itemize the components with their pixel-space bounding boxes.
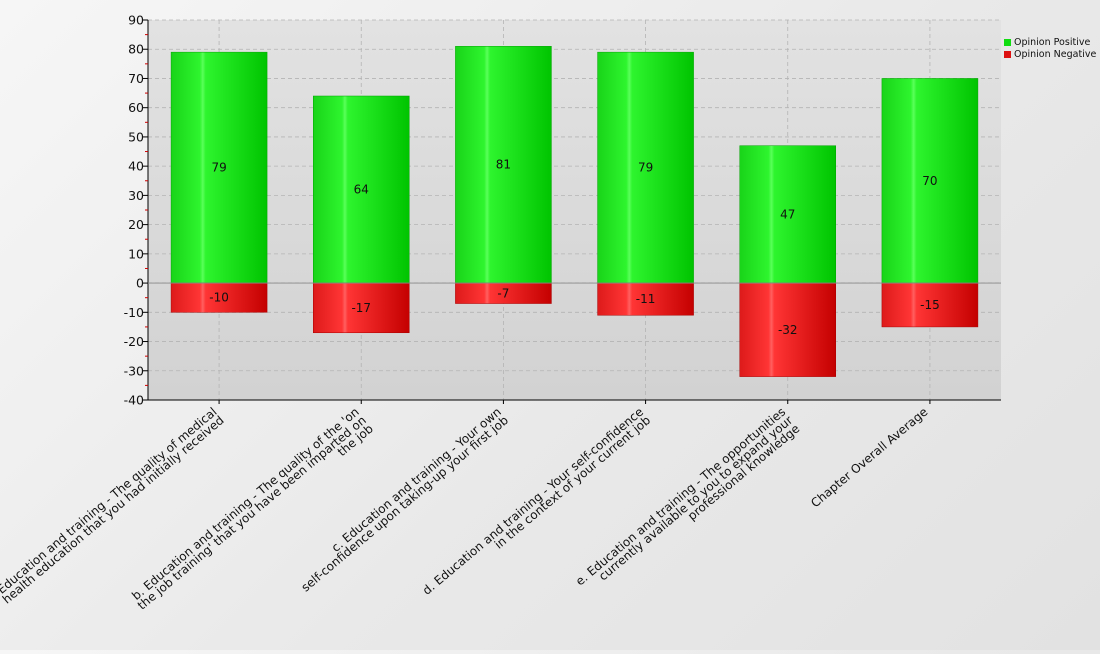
bar-positive-5	[881, 78, 979, 284]
bar-positive-2	[455, 46, 552, 284]
legend-swatch-positive	[1004, 38, 1011, 46]
data-label-negative-0: -10	[209, 291, 229, 305]
data-label-negative-4: -32	[778, 323, 798, 337]
bar-positive-1	[313, 95, 410, 284]
data-label-positive-1: 64	[354, 183, 369, 197]
data-label-positive-0: 79	[211, 161, 226, 175]
bar-negative-5	[881, 282, 979, 328]
labels: 79 -10 64 -17 81 -7 79 -11 47 -32 70 -15	[209, 158, 939, 337]
y-tick-label-1: 80	[128, 42, 144, 57]
y-tick-label-7: 20	[128, 217, 144, 232]
y-tick-label-12: -30	[124, 363, 144, 378]
bar-negative-4	[739, 282, 836, 377]
data-label-positive-5: 70	[922, 174, 937, 188]
y-tick-label-5: 40	[128, 159, 144, 174]
x-tick-label-line: Chapter Overall Average	[808, 405, 930, 511]
x-tick-label-0: a. Education and training - The quality …	[0, 405, 227, 607]
y-tick-label-8: 10	[128, 246, 144, 261]
x-tick-label-3: d. Education and training - Your self-co…	[420, 405, 653, 598]
bars	[170, 46, 979, 377]
data-label-negative-3: -11	[636, 292, 656, 306]
legend-label-negative: Opinion Negative	[1014, 48, 1097, 60]
y-tick-label-11: -20	[124, 334, 144, 349]
y-tick-label-0: 90	[128, 13, 144, 28]
bar-positive-0	[170, 51, 268, 284]
data-label-negative-1: -17	[351, 301, 371, 315]
y-tick-label-3: 60	[128, 100, 144, 115]
data-label-positive-3: 79	[638, 161, 653, 175]
data-label-positive-4: 47	[780, 207, 795, 221]
x-tick-label-1: b. Education and training - The quality …	[129, 405, 376, 613]
legend-item-positive: Opinion Positive	[1004, 36, 1096, 48]
bar-positive-3	[597, 51, 694, 284]
x-tick-label-5: Chapter Overall Average	[808, 405, 930, 511]
bar-negative-3	[597, 282, 694, 316]
plot-area	[148, 20, 1001, 400]
bar-negative-0	[170, 282, 268, 313]
y-tick-label-13: -40	[124, 393, 144, 408]
legend-swatch-negative	[1004, 50, 1011, 58]
y-tick-label-10: -10	[124, 305, 144, 320]
y-tick-label-2: 70	[128, 71, 144, 86]
data-label-negative-5: -15	[920, 298, 940, 312]
bar-positive-4	[739, 145, 836, 284]
data-label-positive-2: 81	[496, 158, 511, 172]
data-label-negative-2: -7	[497, 286, 509, 300]
legend-item-negative: Opinion Negative	[1004, 48, 1096, 60]
legend-label-positive: Opinion Positive	[1014, 36, 1091, 48]
y-tick-label-9: 0	[136, 276, 144, 291]
bar-negative-1	[313, 282, 410, 334]
x-tick-label-line: health education that you had initially …	[0, 413, 227, 606]
legend: Opinion Positive Opinion Negative	[1004, 36, 1096, 60]
y-tick-label-6: 30	[128, 188, 144, 203]
y-tick-label-4: 50	[128, 129, 144, 144]
